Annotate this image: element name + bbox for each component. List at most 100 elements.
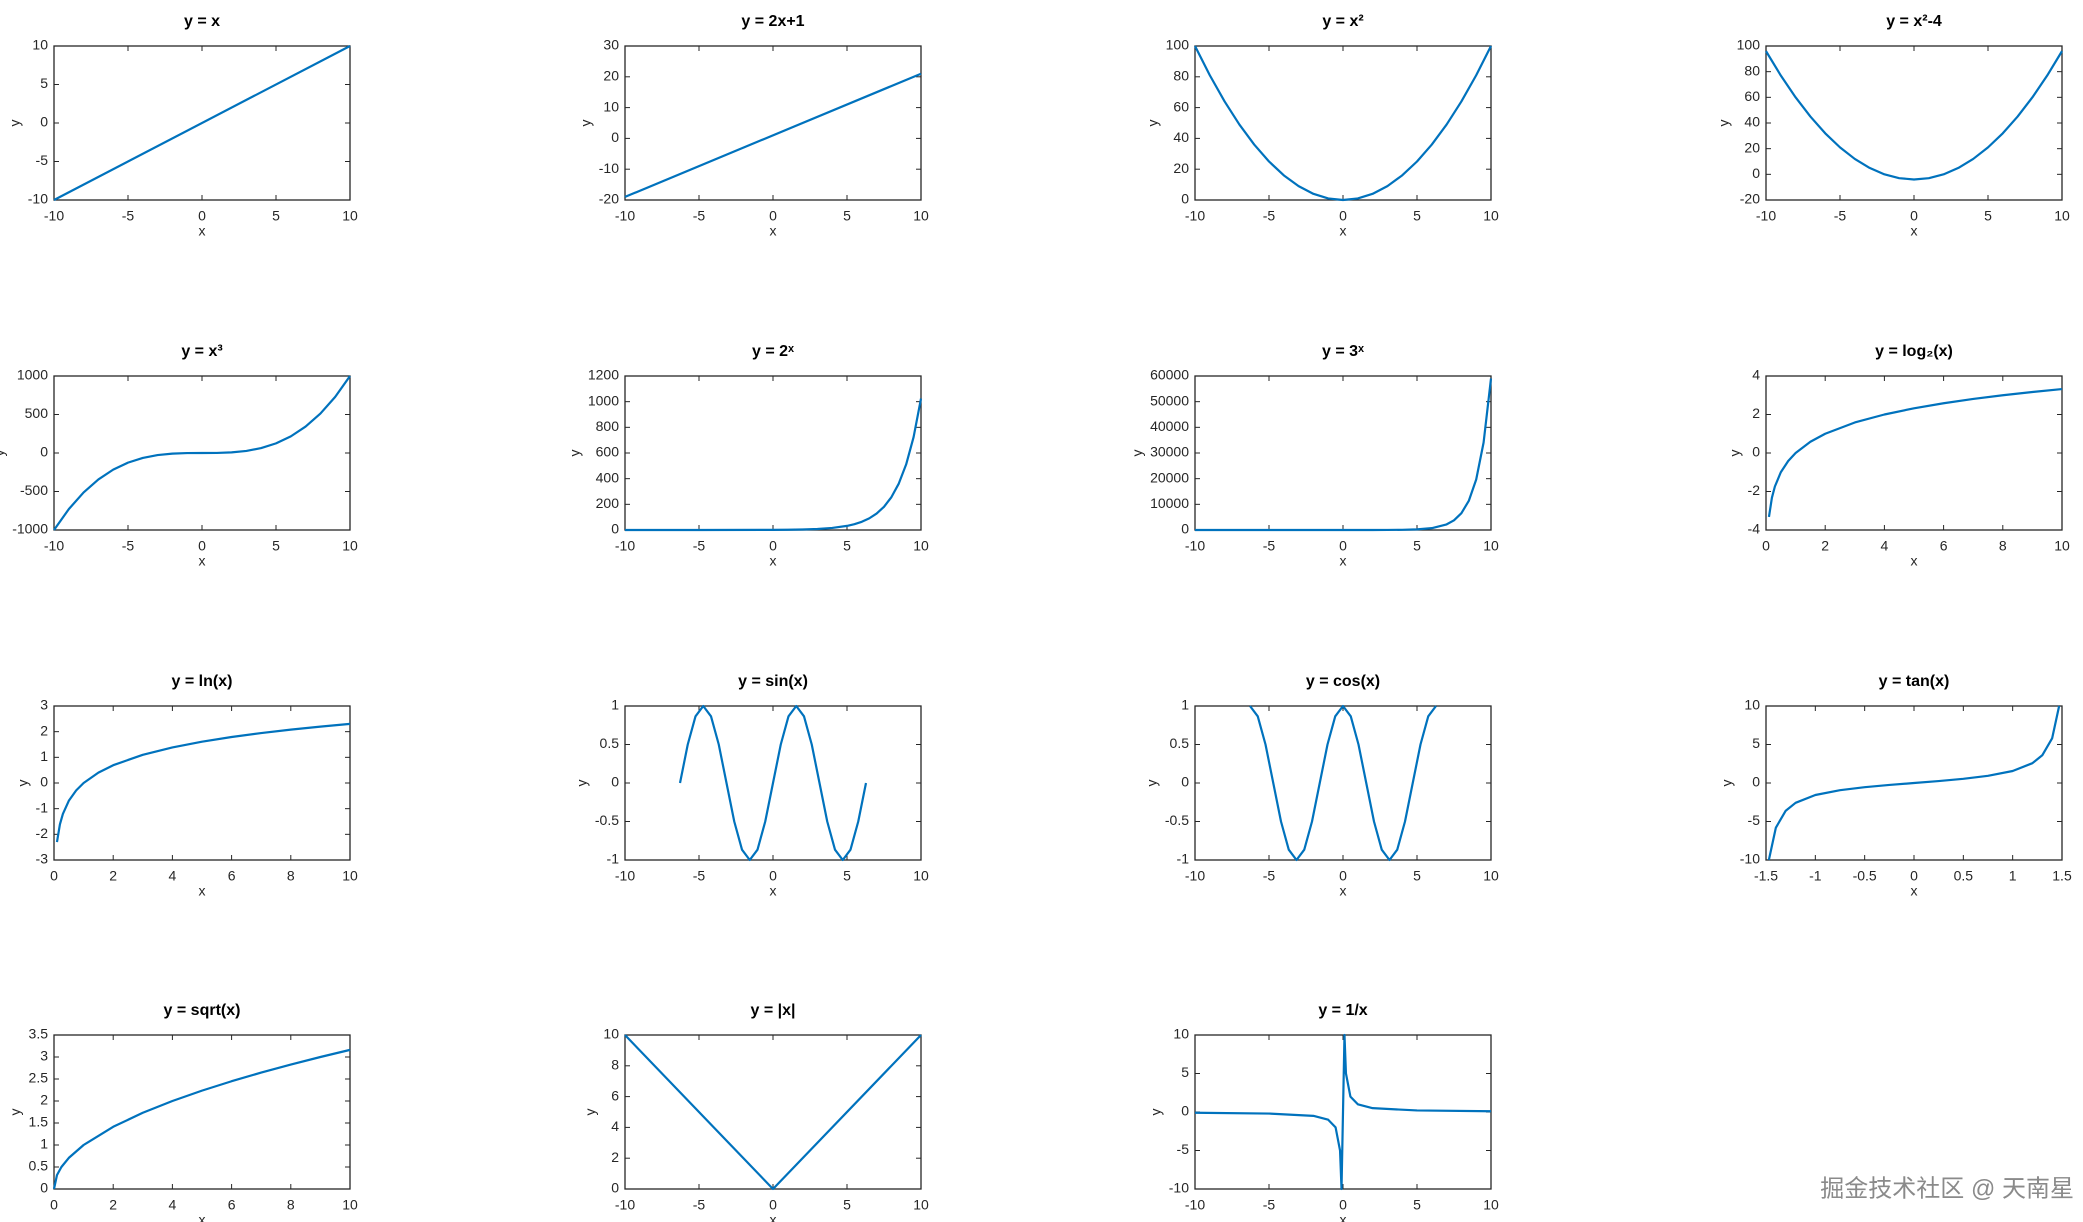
x-tick-label: -10 xyxy=(44,208,64,224)
y-axis-label: y xyxy=(1715,120,1731,127)
x-tick-label: 0 xyxy=(198,538,206,554)
plot-frame xyxy=(1765,45,2063,201)
x-axis-label: x xyxy=(770,1212,777,1222)
x-tick-label: -10 xyxy=(1185,208,1205,224)
y-tick-label: -5 xyxy=(1177,1141,1190,1157)
x-tick-label: 10 xyxy=(913,538,929,554)
x-tick-label: 5 xyxy=(843,1197,851,1213)
x-axis-label: x xyxy=(1340,883,1347,899)
curve xyxy=(53,45,351,201)
x-tick-label: 10 xyxy=(1483,538,1499,554)
plot-frame xyxy=(1194,705,1492,861)
x-axis-label: x xyxy=(770,883,777,899)
x-tick-label: -10 xyxy=(615,1197,635,1213)
subplot: 0 2 4 6 8 10 -3 -2 -1 0 1 2 3 y = ln(x) x y xyxy=(14,673,358,898)
y-tick-label: 1000 xyxy=(588,392,619,408)
y-tick-label: 2 xyxy=(40,1092,48,1108)
y-tick-label: 0 xyxy=(1752,774,1760,790)
y-tick-label: 5 xyxy=(1181,1064,1189,1080)
y-axis-label: y xyxy=(1147,1109,1163,1116)
y-tick-label: 0 xyxy=(1752,165,1760,181)
x-tick-label: 0.5 xyxy=(1954,868,1974,884)
x-tick-label: -5 xyxy=(1263,538,1276,554)
x-tick-label: -10 xyxy=(1185,868,1205,884)
y-tick-label: -20 xyxy=(599,191,619,207)
x-tick-label: 4 xyxy=(169,868,177,884)
x-tick-label: 4 xyxy=(1881,538,1889,554)
y-tick-label: 1 xyxy=(40,1136,48,1152)
chart-title: y = x³ xyxy=(181,343,222,360)
y-tick-label: -1 xyxy=(1177,851,1190,867)
y-tick-label: 100 xyxy=(1166,37,1190,53)
plot-frame xyxy=(624,1034,922,1190)
y-axis-label: y xyxy=(1129,450,1145,457)
y-tick-label: -1 xyxy=(36,799,49,815)
y-tick-label: 600 xyxy=(596,444,620,460)
x-tick-label: 10 xyxy=(913,208,929,224)
x-tick-label: 8 xyxy=(287,868,295,884)
y-tick-label: 0.5 xyxy=(1170,735,1190,751)
x-tick-label: 10 xyxy=(1483,1197,1499,1213)
y-tick-label: 3 xyxy=(40,1048,48,1064)
x-tick-label: -5 xyxy=(693,868,706,884)
x-tick-label: 0 xyxy=(198,208,206,224)
x-tick-label: 0 xyxy=(769,538,777,554)
y-tick-label: 1 xyxy=(611,697,619,713)
y-tick-label: 20000 xyxy=(1150,469,1189,485)
x-axis-label: x xyxy=(770,553,777,569)
y-tick-label: -2 xyxy=(1748,482,1761,498)
subplot: -10 -5 0 5 10 -10 -5 0 5 10 y = 1/x x y xyxy=(1147,1002,1499,1222)
x-tick-label: -10 xyxy=(1756,208,1776,224)
x-tick-label: 10 xyxy=(1483,868,1499,884)
x-axis-label: x xyxy=(1340,553,1347,569)
y-tick-label: 10 xyxy=(1744,697,1760,713)
y-tick-label: -0.5 xyxy=(595,812,619,828)
y-tick-label: 4 xyxy=(611,1118,619,1134)
y-tick-label: 0 xyxy=(40,774,48,790)
curve xyxy=(1194,1033,1492,1191)
subplot: -10 -5 0 5 10 0 10000 20000 30000 40000 50000 60000… xyxy=(1129,343,1499,568)
x-tick-label: 5 xyxy=(1413,208,1421,224)
y-tick-label: 50000 xyxy=(1150,392,1189,408)
y-tick-label: -5 xyxy=(1748,812,1761,828)
chart-title: y = sqrt(x) xyxy=(164,1002,241,1019)
y-axis-label: y xyxy=(1726,450,1742,457)
x-tick-label: 5 xyxy=(1413,1197,1421,1213)
y-tick-label: 20 xyxy=(603,68,619,84)
y-tick-label: -4 xyxy=(1748,521,1761,537)
chart-title: y = 3ˣ xyxy=(1322,343,1364,360)
y-tick-label: 10 xyxy=(603,98,619,114)
x-tick-label: -10 xyxy=(1185,538,1205,554)
y-tick-label: 1200 xyxy=(588,367,619,383)
y-axis-label: y xyxy=(7,1109,23,1116)
x-tick-label: -5 xyxy=(1834,208,1847,224)
curve xyxy=(624,72,922,198)
x-tick-label: 6 xyxy=(1940,538,1948,554)
x-axis-label: x xyxy=(1340,1212,1347,1222)
x-tick-label: 0 xyxy=(1762,538,1770,554)
y-tick-label: 10 xyxy=(603,1026,619,1042)
plot-frame xyxy=(53,1034,351,1190)
x-tick-label: -1.5 xyxy=(1754,868,1778,884)
y-tick-label: -1000 xyxy=(12,521,48,537)
chart-title: y = x xyxy=(184,13,220,30)
x-tick-label: -0.5 xyxy=(1853,868,1877,884)
x-tick-label: 1.5 xyxy=(2052,868,2072,884)
x-tick-label: 2 xyxy=(109,868,117,884)
chart-title: y = log₂(x) xyxy=(1875,343,1953,360)
y-tick-label: 10 xyxy=(32,37,48,53)
chart-title: y = sin(x) xyxy=(738,673,808,690)
y-tick-label: -1 xyxy=(607,851,620,867)
x-tick-label: 5 xyxy=(272,208,280,224)
x-axis-label: x xyxy=(770,223,777,239)
y-tick-label: -10 xyxy=(28,191,48,207)
x-tick-label: -10 xyxy=(44,538,64,554)
y-tick-label: -500 xyxy=(20,482,48,498)
x-tick-label: -5 xyxy=(1263,868,1276,884)
x-tick-label: 0 xyxy=(769,208,777,224)
y-tick-label: 0 xyxy=(1181,521,1189,537)
chart-title: y = 2ˣ xyxy=(752,343,794,360)
x-tick-label: -5 xyxy=(693,538,706,554)
y-tick-label: -5 xyxy=(36,152,49,168)
y-tick-label: 80 xyxy=(1744,62,1760,78)
